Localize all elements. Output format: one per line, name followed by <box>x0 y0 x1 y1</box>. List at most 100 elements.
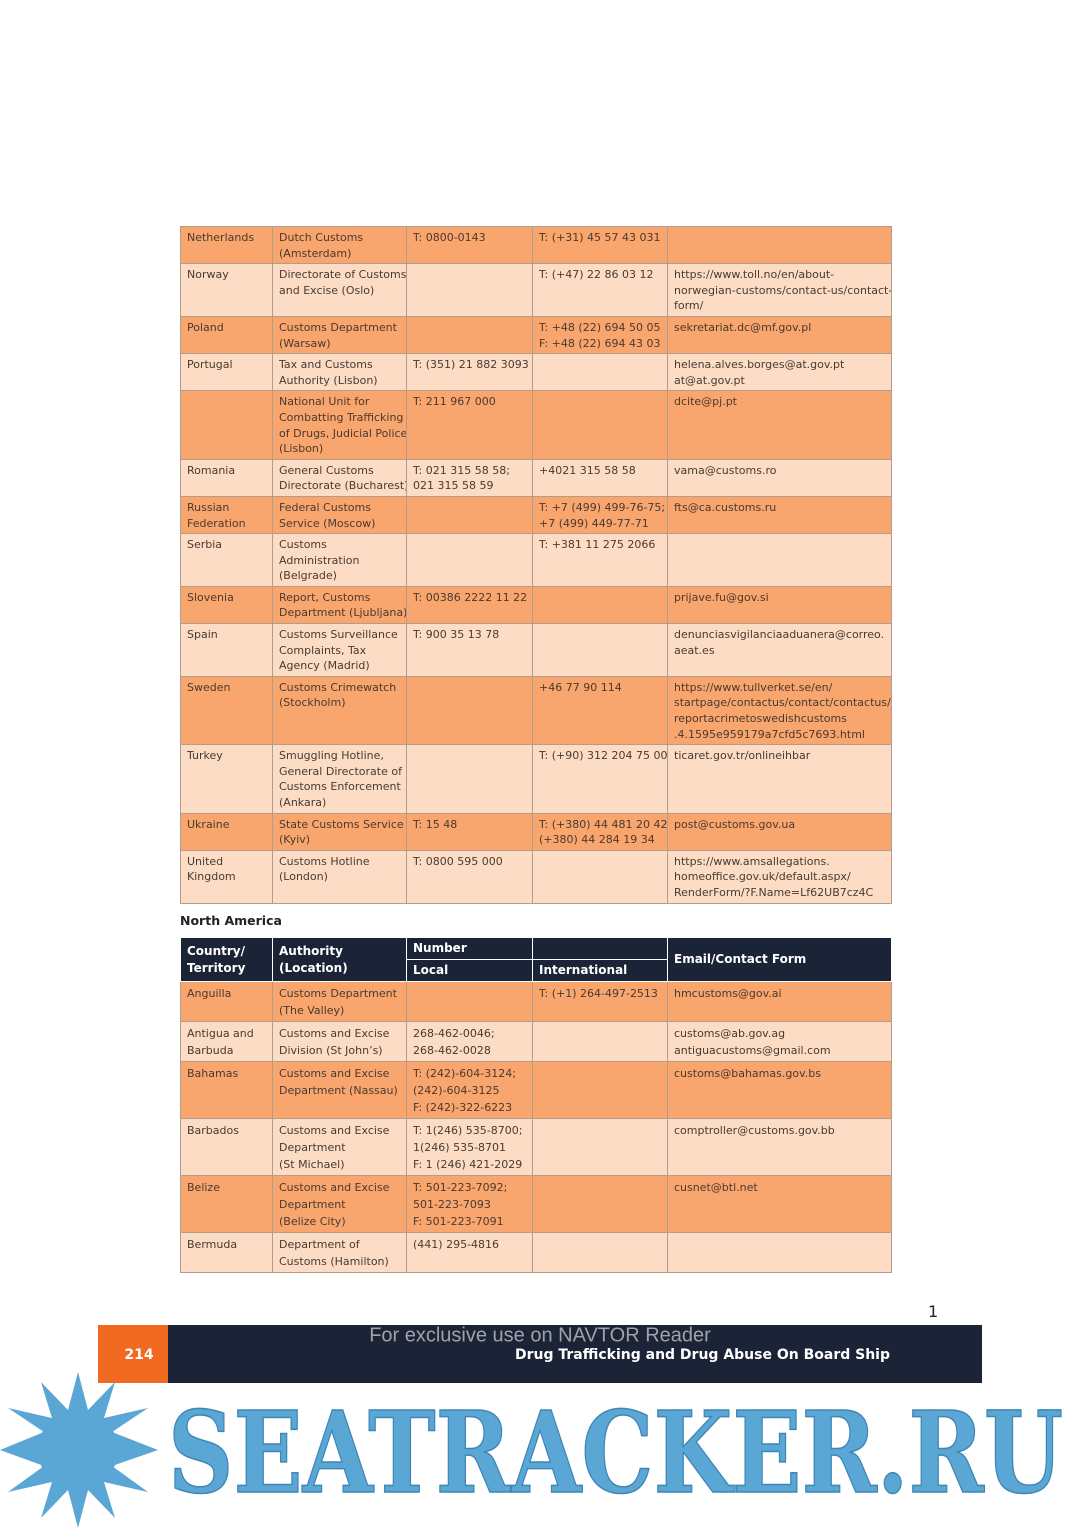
cell-text: Directorate of Customs <box>279 268 407 282</box>
cell-text: Customs Hotline <box>279 854 370 868</box>
table-cell: Barbados <box>180 1118 273 1176</box>
cell-text: RenderForm/?F.Name=Lf62UB7cz4C <box>674 885 874 899</box>
table-cell: Dutch Customs (Amsterdam) <box>272 225 407 265</box>
table-cell: United Kingdom <box>180 849 273 904</box>
cell-text: Department <box>279 1198 346 1211</box>
table-cell: T: 0800 595 000 <box>406 849 533 904</box>
table-row: Barbados Customs and Excise Department (St … <box>180 1118 892 1176</box>
cell-text: Customs and Excise <box>279 1067 390 1080</box>
table-cell: T: 1(246) 535-8700; 1(246) 535-8701 F: 1 (… <box>406 1118 533 1176</box>
cell-text: Customs Department <box>279 320 397 334</box>
header-cell <box>532 937 668 960</box>
cell-text: comptroller@customs.gov.bb <box>674 1124 835 1137</box>
header-cell: Local <box>406 959 533 982</box>
cell-text: form/ <box>674 299 704 313</box>
cell-text: Directorate (Bucharest) <box>279 479 407 493</box>
header-cell: Email/Contact Form <box>667 937 892 982</box>
cell-text: vama@customs.ro <box>674 463 777 477</box>
cell-text: Authority (Lisbon) <box>279 373 378 387</box>
cell-text: 501-223-7093 <box>413 1198 491 1211</box>
table-cell: Customs and Excise Department (Nassau) <box>272 1061 407 1119</box>
footer-page-number: 214 <box>124 1347 153 1363</box>
cell-text: State Customs Service <box>279 817 404 831</box>
cell-text: Administration <box>279 553 360 567</box>
table-cell: T: (+31) 45 57 43 031 <box>532 225 668 265</box>
table-cell <box>667 225 892 265</box>
cell-text: (Stockholm) <box>279 696 346 710</box>
header-cell: Authority (Location) <box>272 937 407 982</box>
cell-text: at@at.gov.pt <box>674 373 745 387</box>
table-cell: denunciasvigilanciaaduanera@correo. aeat.… <box>667 623 892 677</box>
cell-text: Department (Nassau) <box>279 1084 398 1097</box>
cell-text: Smuggling Hotline, <box>279 749 384 763</box>
page-marker: 1 <box>928 1302 939 1321</box>
table-cell: fts@ca.customs.ru <box>667 495 892 535</box>
table-cell: T: 0800-0143 <box>406 225 533 265</box>
cell-text: Barbados <box>187 1124 239 1137</box>
cell-text: Customs (Hamilton) <box>279 1255 389 1268</box>
table-row: Norway Directorate of Customs and Excise (… <box>180 263 892 317</box>
cell-text: T: (+31) 45 57 43 031 <box>539 231 661 244</box>
table-cell: Bermuda <box>180 1232 273 1273</box>
cell-text: Barbuda <box>187 1044 234 1057</box>
cell-text: 268-462-0028 <box>413 1044 491 1057</box>
table-cell <box>406 981 533 1022</box>
header-text: Country/ <box>187 943 245 958</box>
table-cell: Customs Department (Warsaw) <box>272 315 407 355</box>
table-row: Russian Federation Federal Customs Service … <box>180 495 892 535</box>
cell-text: (London) <box>279 870 328 884</box>
cell-text: customs@ab.gov.ag <box>674 1027 786 1040</box>
table-cell <box>667 533 892 587</box>
cell-text: Customs Enforcement <box>279 780 401 794</box>
table-row: United Kingdom Customs Hotline (London) T: 0… <box>180 849 892 904</box>
cell-text: Report, Customs <box>279 590 371 604</box>
cell-text: (Ankara) <box>279 796 327 809</box>
cell-text: helena.alves.borges@at.gov.pt <box>674 358 845 372</box>
table-row: Antigua and Barbuda Customs and Excise Divi… <box>180 1021 892 1062</box>
table-cell <box>667 1232 892 1273</box>
table-cell: customs@bahamas.gov.bs <box>667 1061 892 1119</box>
table-cell: Antigua and Barbuda <box>180 1021 273 1062</box>
cell-text: Service (Moscow) <box>279 516 376 530</box>
table-cell: customs@ab.gov.ag antiguacustoms@gmail.co… <box>667 1021 892 1062</box>
cell-text: F: +48 (22) 694 43 03 <box>539 336 661 350</box>
cell-text: T: (351) 21 882 3093 <box>413 358 529 372</box>
table-cell: State Customs Service (Kyiv) <box>272 812 407 851</box>
cell-text: T: 021 315 58 58; <box>413 463 510 477</box>
cell-text: T: +7 (499) 499-76-75; <box>539 500 666 514</box>
cell-text: aeat.es <box>674 643 715 657</box>
cell-text: Norway <box>187 268 229 282</box>
table-cell: post@customs.gov.ua <box>667 812 892 851</box>
table-cell: T: (+47) 22 86 03 12 <box>532 263 668 317</box>
cell-text: +7 (499) 449-77-71 <box>539 516 649 530</box>
table-cell: Romania <box>180 458 273 497</box>
table-cell: Smuggling Hotline, General Directorate of… <box>272 744 407 814</box>
cell-text: (Amsterdam) <box>279 246 352 260</box>
cell-text: Anguilla <box>187 987 232 1000</box>
cell-text: reportacrimetoswedishcustoms <box>674 712 847 726</box>
cell-text: https://www.tullverket.se/en/ <box>674 680 833 694</box>
table-cell: Customs Hotline (London) <box>272 849 407 904</box>
cell-text: 021 315 58 59 <box>413 479 494 493</box>
cell-text: National Unit for <box>279 395 370 409</box>
table-cell: T: 900 35 13 78 <box>406 623 533 677</box>
table-cell: Tax and Customs Authority (Lisbon) <box>272 353 407 392</box>
table-row: Slovenia Report, Customs Department (Ljubl… <box>180 585 892 625</box>
cell-text: (The Valley) <box>279 1004 345 1017</box>
header-cell: Number <box>406 937 533 960</box>
cell-text: Bermuda <box>187 1238 238 1251</box>
cell-text: Antigua and <box>187 1027 254 1040</box>
cell-text: .4.1595e959179a7cfd5c7693.html <box>674 727 865 741</box>
cell-text: Russian <box>187 500 230 514</box>
cell-text: T: 00386 2222 11 22 <box>413 590 528 604</box>
table-cell: Department of Customs (Hamilton) <box>272 1232 407 1273</box>
header-text: Territory <box>187 960 246 975</box>
table-cell: T: +7 (499) 499-76-75; +7 (499) 449-77-71 <box>532 495 668 535</box>
cell-text: sekretariat.dc@mf.gov.pl <box>674 320 812 334</box>
cell-text: F: (242)-322-6223 <box>413 1101 513 1114</box>
table-cell <box>406 495 533 535</box>
table-cell <box>532 1175 668 1233</box>
cell-text: Netherlands <box>187 231 255 244</box>
cell-text: T: +48 (22) 694 50 05 <box>539 320 661 334</box>
table-cell <box>406 675 533 746</box>
